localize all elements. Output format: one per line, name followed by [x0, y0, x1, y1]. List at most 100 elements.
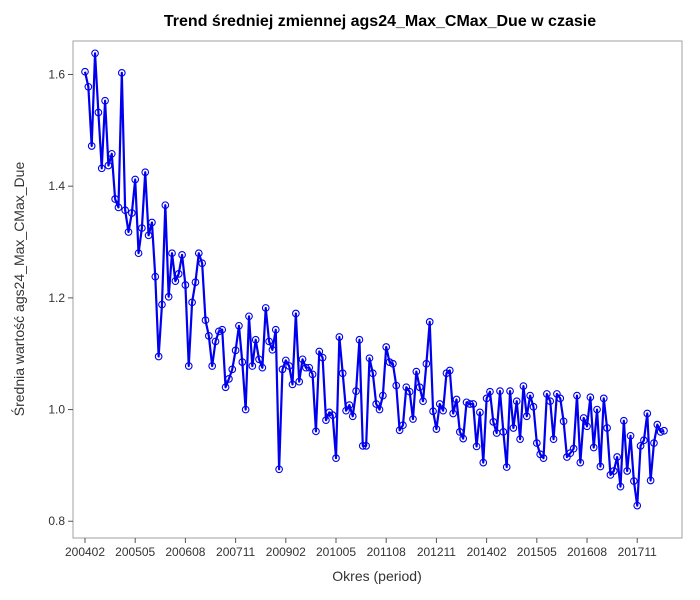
- data-point: [312, 427, 320, 436]
- data-point: [238, 358, 247, 366]
- data-point: [111, 195, 119, 203]
- data-point: [138, 224, 146, 232]
- data-point: [141, 168, 150, 177]
- data-point: [194, 249, 203, 258]
- data-point: [646, 476, 655, 485]
- data-point: [184, 362, 193, 370]
- data-point: [208, 362, 217, 370]
- data-point: [543, 390, 551, 398]
- data-point: [151, 272, 160, 281]
- data-point: [519, 382, 528, 390]
- y-tick-label: 1.2: [48, 291, 65, 305]
- data-point: [164, 292, 173, 301]
- data-point: [365, 354, 374, 363]
- data-point: [569, 444, 578, 453]
- data-point: [271, 325, 280, 334]
- data-point: [469, 400, 478, 408]
- data-point: [268, 345, 277, 354]
- data-point: [419, 397, 427, 406]
- data-point: [516, 435, 524, 444]
- data-point: [529, 402, 538, 411]
- y-tick-label: 1.0: [48, 403, 65, 417]
- data-point: [225, 375, 233, 383]
- data-point: [278, 365, 287, 374]
- x-tick-label: 201005: [316, 545, 356, 559]
- data-point: [91, 49, 99, 58]
- data-point: [486, 387, 494, 396]
- data-point: [221, 383, 230, 392]
- x-tick-label: 200608: [165, 545, 205, 559]
- data-point: [502, 463, 511, 471]
- data-point: [201, 316, 210, 325]
- x-tick-label: 200711: [216, 545, 255, 559]
- data-point: [248, 362, 257, 370]
- x-tick-label: 201711: [618, 545, 657, 559]
- data-point: [422, 359, 431, 368]
- data-point: [619, 416, 628, 425]
- data-point: [549, 435, 558, 444]
- data-point: [104, 161, 113, 170]
- data-point: [128, 209, 136, 217]
- data-point: [512, 397, 521, 406]
- data-point: [640, 436, 648, 445]
- data-point: [482, 394, 491, 403]
- data-point: [526, 391, 534, 400]
- data-point: [389, 359, 397, 368]
- data-point: [583, 422, 591, 431]
- data-point: [345, 401, 354, 409]
- data-point: [399, 421, 407, 430]
- data-point: [348, 412, 357, 421]
- data-point: [405, 387, 414, 396]
- data-point: [97, 164, 106, 173]
- data-point: [188, 298, 196, 307]
- data-point: [101, 96, 109, 105]
- data-point: [211, 337, 220, 346]
- x-axis: 200402 200505 200608 200711 200902 201005 2011…: [65, 538, 657, 559]
- data-point: [117, 68, 126, 77]
- data-point: [275, 465, 283, 474]
- data-point: [586, 393, 595, 402]
- data-point: [84, 82, 93, 91]
- data-point: [261, 304, 270, 312]
- data-point: [355, 335, 364, 344]
- data-point: [499, 428, 508, 436]
- data-point: [235, 321, 243, 330]
- data-point: [559, 417, 568, 426]
- data-point: [609, 467, 618, 475]
- data-point: [288, 380, 297, 389]
- data-point: [643, 409, 652, 418]
- data-point: [352, 387, 360, 395]
- data-point: [107, 149, 116, 158]
- data-point: [81, 67, 89, 76]
- data-point: [496, 387, 504, 395]
- data-point: [589, 443, 598, 452]
- data-point: [368, 369, 377, 378]
- data-point: [415, 383, 424, 392]
- data-point: [305, 363, 314, 372]
- data-point: [318, 353, 327, 362]
- y-axis: 0.8 1.0 1.2 1.4 1.6: [48, 68, 73, 528]
- data-point: [522, 412, 531, 421]
- data-point: [452, 395, 461, 404]
- data-point: [435, 400, 444, 408]
- data-point: [94, 108, 103, 117]
- data-point: [181, 281, 190, 289]
- x-tick-label: 201608: [567, 545, 607, 559]
- data-point: [539, 454, 548, 462]
- data-point: [204, 332, 213, 340]
- data-point: [392, 381, 401, 390]
- data-point: [650, 439, 658, 447]
- data-point: [251, 335, 260, 344]
- data-point: [509, 424, 518, 432]
- data-point: [382, 343, 391, 351]
- data-point: [479, 458, 488, 467]
- data-point: [292, 309, 300, 318]
- data-point: [593, 405, 601, 414]
- data-point: [445, 366, 454, 375]
- data-markers: [81, 49, 668, 510]
- data-point: [131, 175, 140, 184]
- data-point: [298, 355, 307, 364]
- chart-title: Trend średniej zmiennej ags24_Max_CMax_D…: [164, 13, 596, 30]
- data-point: [168, 249, 176, 258]
